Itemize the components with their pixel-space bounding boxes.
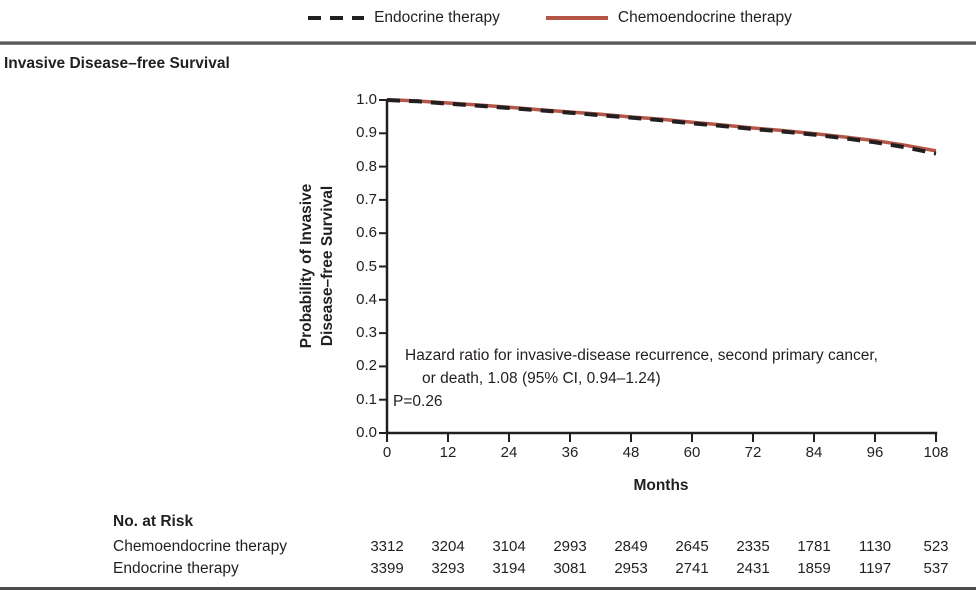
- risk-count: 1781: [797, 538, 831, 555]
- legend-label-endocrine: Endocrine therapy: [374, 9, 500, 26]
- x-tick-label: 24: [500, 444, 518, 461]
- risk-count: 3081: [553, 560, 587, 577]
- y-tick-label: 0.6: [356, 224, 377, 242]
- dashed-line-icon: [308, 16, 365, 20]
- annotation-line1: Hazard ratio for invasive-disease recurr…: [405, 347, 878, 364]
- annotation-pvalue: P=0.26: [393, 393, 443, 410]
- risk-count: 3399: [370, 560, 404, 577]
- risk-count: 3104: [492, 538, 526, 555]
- risk-count: 2953: [614, 560, 648, 577]
- y-tick-label: 0.5: [356, 257, 377, 275]
- x-tick-label: 60: [683, 444, 701, 461]
- risk-count: 2849: [614, 538, 648, 555]
- x-tick-label: 108: [923, 444, 949, 461]
- annotation-line2: or death, 1.08 (95% CI, 0.94–1.24): [422, 370, 661, 387]
- risk-count: 2741: [675, 560, 709, 577]
- legend-item-chemoendocrine: Chemoendocrine therapy: [545, 9, 792, 27]
- risk-count: 1859: [797, 560, 831, 577]
- legend-label-chemoendocrine: Chemoendocrine therapy: [617, 9, 792, 26]
- risk-count: 3293: [431, 560, 465, 577]
- x-tick-label: 84: [805, 444, 823, 461]
- y-tick-label: 0.4: [356, 290, 377, 308]
- hazard-ratio-annotation: Hazard ratio for invasive-disease recurr…: [393, 344, 878, 413]
- legend-item-endocrine: Endocrine therapy: [308, 9, 500, 27]
- bottom-divider: [0, 587, 976, 590]
- y-tick-label: 0.1: [356, 390, 377, 408]
- top-divider: [0, 41, 976, 45]
- solid-line-icon: [545, 16, 608, 20]
- risk-count: 3194: [492, 560, 526, 577]
- panel-title: Invasive Disease–free Survival: [4, 55, 230, 72]
- y-tick-label: 0.7: [356, 190, 377, 208]
- legend: Endocrine therapy Chemoendocrine therapy: [62, 9, 976, 27]
- risk-count: 523: [923, 538, 949, 555]
- risk-count: 3204: [431, 538, 465, 555]
- risk-count: 537: [923, 560, 949, 577]
- risk-count: 3312: [370, 538, 404, 555]
- y-tick-label: 0.3: [356, 324, 377, 342]
- x-tick-label: 0: [382, 444, 392, 461]
- survival-curve-chemoendocrine: [386, 98, 937, 153]
- risk-count: 1197: [858, 560, 892, 577]
- risk-row-label-endocrine: Endocrine therapy: [113, 560, 239, 577]
- y-tick-label: 0.2: [356, 357, 377, 375]
- y-tick-label: 0.0: [356, 424, 377, 441]
- risk-count: 1130: [858, 538, 892, 555]
- x-tick-label: 96: [866, 444, 884, 461]
- risk-count: 2335: [736, 538, 770, 555]
- survival-curve-endocrine: [386, 98, 937, 156]
- risk-count: 2993: [553, 538, 587, 555]
- x-tick-label: 36: [561, 444, 579, 461]
- y-tick-label: 0.8: [356, 157, 377, 175]
- x-tick-label: 72: [744, 444, 762, 461]
- risk-row-label-chemoendocrine: Chemoendocrine therapy: [113, 538, 288, 555]
- risk-count: 2431: [736, 560, 770, 577]
- x-axis-label: Months: [633, 477, 689, 494]
- y-tick-label: 0.9: [356, 124, 377, 142]
- risk-count: 2645: [675, 538, 709, 555]
- x-tick-label: 48: [622, 444, 640, 461]
- y-tick-label: 1.0: [356, 91, 377, 108]
- x-tick-label: 12: [439, 444, 457, 461]
- risk-table-header: No. at Risk: [113, 513, 194, 530]
